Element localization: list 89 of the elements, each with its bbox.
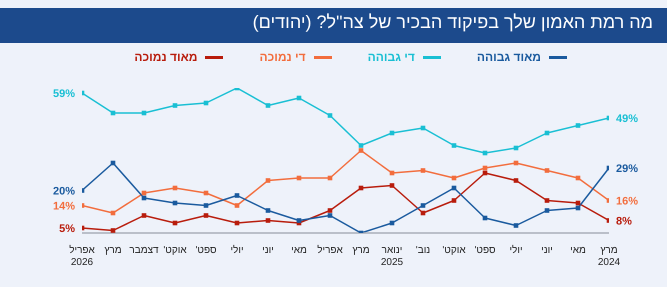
point <box>514 223 518 228</box>
point <box>204 203 208 208</box>
x-tick-label: ספט' <box>196 245 217 256</box>
legend-label: די גבוהה <box>368 50 415 64</box>
point <box>390 183 394 188</box>
legend-label: מאוד נמוכה <box>134 50 198 64</box>
data-label: 16% <box>616 196 638 208</box>
point <box>452 186 456 190</box>
point <box>452 143 456 148</box>
point <box>296 96 302 100</box>
point <box>328 208 332 213</box>
point <box>172 103 178 108</box>
point <box>576 176 580 180</box>
legend-label: מאוד גבוהה <box>476 50 541 64</box>
point <box>266 103 270 108</box>
x-tick-label: יוני <box>541 245 553 256</box>
point <box>110 110 116 116</box>
x-tick-label: מרץ <box>352 245 370 256</box>
data-label: 29% <box>616 163 638 175</box>
point <box>544 168 550 173</box>
point <box>204 100 208 106</box>
x-tick-label: יולי <box>509 244 523 256</box>
point <box>234 203 240 208</box>
point <box>328 113 332 118</box>
point <box>576 123 580 128</box>
point <box>420 126 426 130</box>
point <box>514 160 518 166</box>
point <box>110 160 116 166</box>
point <box>358 186 364 190</box>
point <box>296 218 302 223</box>
data-label: 49% <box>616 113 638 125</box>
point <box>296 176 302 180</box>
point <box>452 198 456 203</box>
point <box>328 176 332 180</box>
point <box>110 210 116 216</box>
point <box>110 228 116 233</box>
point <box>172 186 178 190</box>
point <box>266 178 270 183</box>
point <box>390 170 394 176</box>
point <box>544 208 550 213</box>
point <box>142 196 146 200</box>
x-tick-label: אוקט' <box>163 245 188 256</box>
data-label: 8% <box>616 216 632 228</box>
point <box>172 200 178 206</box>
point <box>576 200 580 206</box>
data-label: 5% <box>59 223 76 235</box>
point <box>328 213 332 218</box>
point <box>514 146 518 150</box>
point <box>482 166 488 170</box>
point <box>266 208 270 213</box>
point <box>514 178 518 183</box>
x-tick-label: ספט' <box>474 245 496 256</box>
point <box>544 130 550 136</box>
point <box>204 213 208 218</box>
data-label: 14% <box>52 200 76 212</box>
x-tick-label: מאי <box>291 245 307 256</box>
point <box>420 168 426 173</box>
point <box>172 220 178 226</box>
point <box>234 220 240 226</box>
point <box>544 198 550 203</box>
point <box>142 190 146 196</box>
data-label: 59% <box>52 88 76 100</box>
point <box>482 170 488 176</box>
point <box>390 130 394 136</box>
point <box>358 148 364 153</box>
x-tick-label: מאי <box>570 245 586 256</box>
x-tick-label: נוב' <box>416 245 430 256</box>
x-tick-label: יוני <box>262 245 274 256</box>
point <box>420 210 426 216</box>
point <box>452 176 456 180</box>
point <box>482 216 488 220</box>
data-label: 20% <box>52 186 76 198</box>
point <box>420 203 426 208</box>
point <box>234 193 240 198</box>
point <box>204 190 208 196</box>
point <box>390 220 394 226</box>
point <box>266 218 270 223</box>
point <box>142 110 146 116</box>
point <box>142 213 146 218</box>
x-tick-label: אפריל <box>317 244 344 256</box>
chart-title: מה רמת האמון שלך בפיקוד הבכיר של צה"ל? (יהודים) <box>252 12 653 33</box>
x-tick-label: מרץ <box>104 245 122 256</box>
x-tick-label: אוקט' <box>442 245 466 256</box>
point <box>358 143 364 148</box>
point <box>482 150 488 156</box>
point <box>576 206 580 210</box>
legend-label: די נמוכה <box>259 50 306 64</box>
x-tick-label: יולי <box>230 244 244 256</box>
x-tick-label: דצמבר <box>129 245 160 256</box>
